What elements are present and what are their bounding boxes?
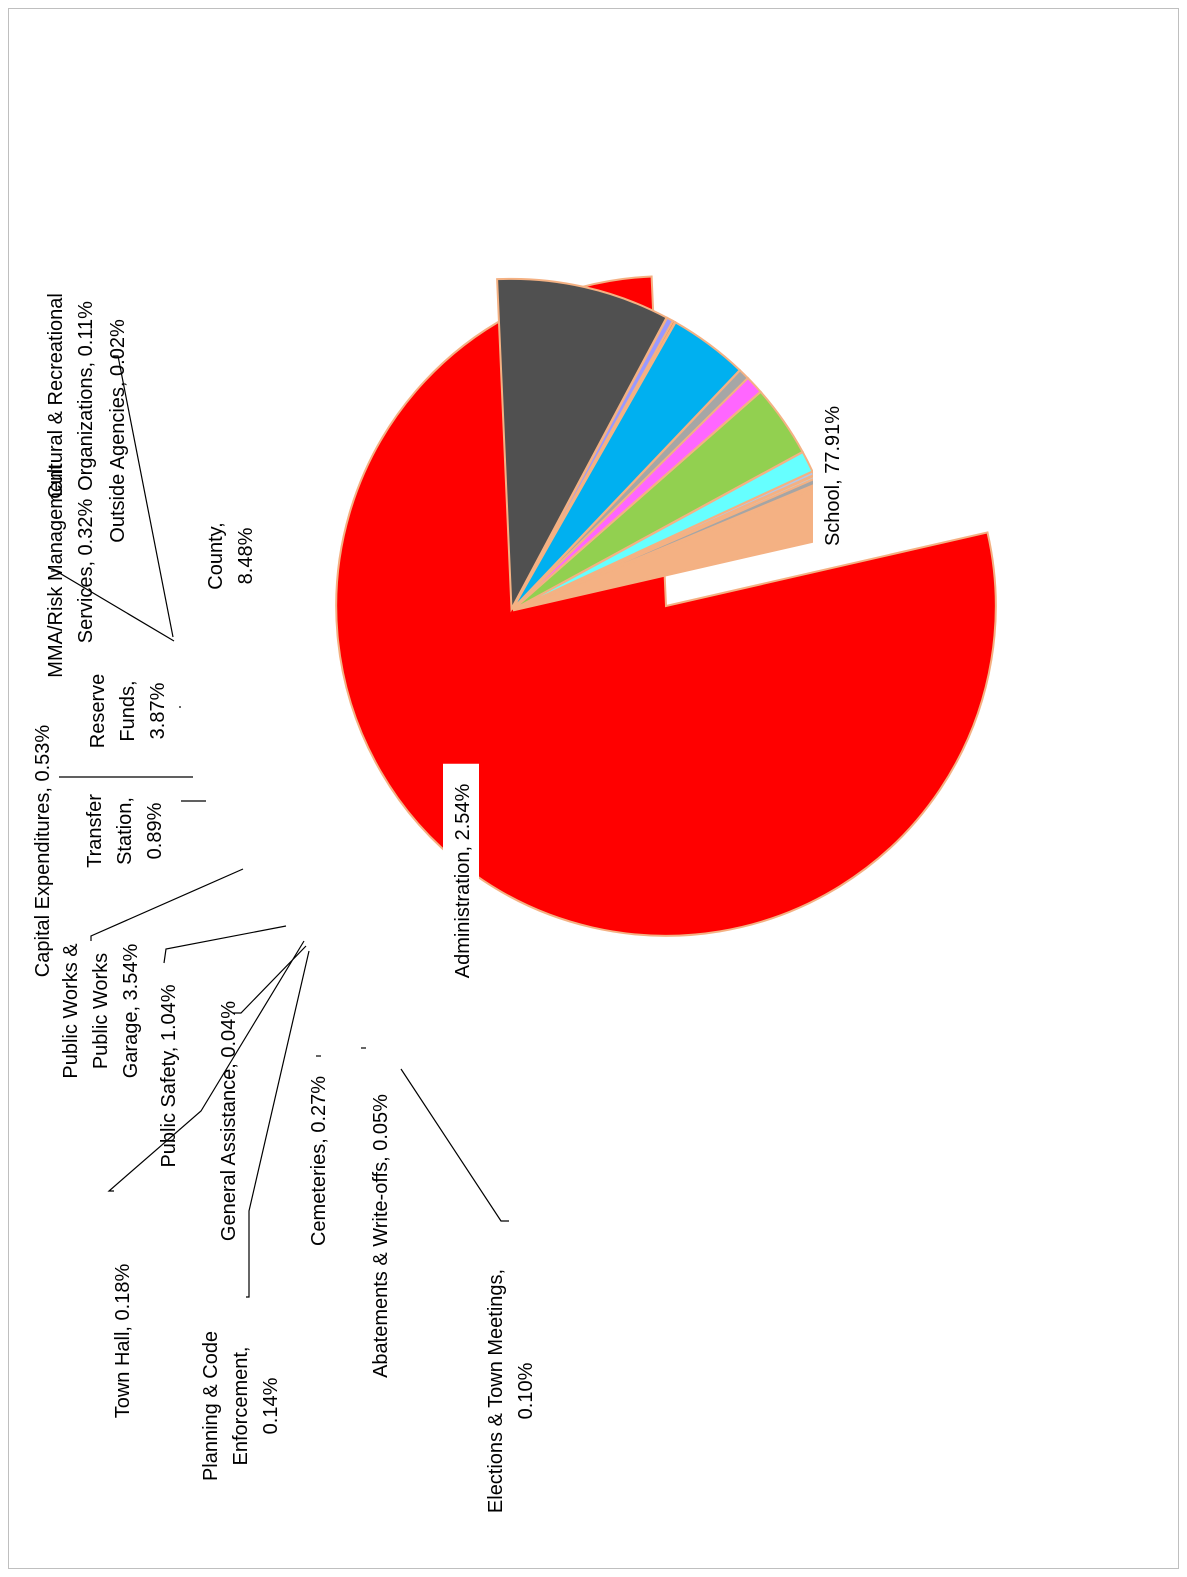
data-label-public-works-public-works-garage-line-2: Public Works xyxy=(90,953,112,1069)
data-label-town-hall: Town Hall, 0.18% xyxy=(112,1264,134,1419)
label-cultural-recreational-organizations: Cultural & Recreational Organizations, 0.… xyxy=(45,293,97,499)
data-label-capital-expenditures: Capital Expenditures, 0.53% xyxy=(32,725,54,978)
label-public-safety: Public Safety, 1.04% xyxy=(158,984,180,1167)
leader-public-works-public-works-garage xyxy=(90,868,244,941)
label-box-school xyxy=(813,395,849,557)
data-label-school: School, 77.91% xyxy=(822,406,844,546)
data-label-planning-code-enforcement-line-2: Enforcement, xyxy=(230,1347,252,1466)
label-cemeteries: Cemeteries, 0.27% xyxy=(308,1076,330,1246)
label-town-hall: Town Hall, 0.18% xyxy=(112,1264,134,1419)
data-label-abatements-write-offs: Abatements & Write-offs, 0.05% xyxy=(370,1094,392,1378)
data-label-reserve-funds-line-1: Reserve xyxy=(87,674,109,748)
data-label-reserve-funds-line-3: 3.87% xyxy=(147,682,169,739)
data-label-planning-code-enforcement-line-1: Planning & Code xyxy=(200,1331,222,1481)
leader-elections-town-meetings xyxy=(400,1068,509,1222)
data-label-transfer-station-line-3: 0.89% xyxy=(144,802,166,859)
label-mma-risk-management-services: MMA/Risk Management Services, 0.32% xyxy=(45,464,97,678)
data-label-public-works-public-works-garage-line-1: Public Works & xyxy=(60,943,82,1079)
label-county: County, 8.48% xyxy=(196,512,262,600)
label-school: School, 77.91% xyxy=(813,395,849,557)
pie-slices xyxy=(335,275,997,937)
data-label-planning-code-enforcement-line-3: 0.14% xyxy=(260,1377,282,1434)
data-label-county-line-2: 8.48% xyxy=(235,527,257,584)
label-public-works-public-works-garage: Public Works & Public Works Garage, 3.54% xyxy=(60,943,142,1079)
label-transfer-station: Transfer Station, 0.89% xyxy=(84,794,166,868)
leader-outside-agencies xyxy=(113,355,174,638)
label-administration: Administration, 2.54% xyxy=(443,763,479,999)
label-reserve-funds: Reserve Funds, 3.87% xyxy=(87,674,169,748)
data-label-elections-town-meetings-line-1: Elections & Town Meetings, xyxy=(485,1269,507,1513)
label-outside-agencies: Outside Agencies, 0.02% xyxy=(107,319,129,543)
data-label-transfer-station-line-1: Transfer xyxy=(84,794,106,868)
data-label-elections-town-meetings-line-2: 0.10% xyxy=(515,1362,537,1419)
label-planning-code-enforcement: Planning & Code Enforcement, 0.14% xyxy=(200,1331,282,1481)
data-label-mma-risk-management-services-line-1: MMA/Risk Management xyxy=(45,464,67,678)
data-label-cemeteries: Cemeteries, 0.27% xyxy=(308,1076,330,1246)
label-box-administration xyxy=(443,763,479,999)
label-box-county xyxy=(196,512,262,600)
data-label-cultural-recreational-organizations-line-1: Cultural & Recreational xyxy=(45,293,67,499)
label-capital-expenditures: Capital Expenditures, 0.53% xyxy=(32,725,54,978)
data-label-reserve-funds-line-2: Funds, xyxy=(117,680,139,741)
pie-chart: School, 77.91% Administration, 2.54% Elect… xyxy=(32,275,997,1513)
data-label-administration: Administration, 2.54% xyxy=(452,784,474,979)
data-label-cultural-recreational-organizations-line-2: Organizations, 0.11% xyxy=(75,301,97,491)
data-label-public-safety: Public Safety, 1.04% xyxy=(158,984,180,1167)
label-elections-town-meetings: Elections & Town Meetings, 0.10% xyxy=(485,1269,537,1513)
slice-county xyxy=(496,277,668,613)
leader-mma-risk-management-services xyxy=(51,570,175,642)
leader-planning-code-enforcement xyxy=(246,950,310,1298)
label-abatements-write-offs: Abatements & Write-offs, 0.05% xyxy=(370,1094,392,1378)
leader-general-assistance xyxy=(233,945,307,1014)
data-label-mma-risk-management-services-line-2: Services, 0.32% xyxy=(75,499,97,644)
data-label-general-assistance: General Assistance, 0.04% xyxy=(218,1001,240,1241)
data-label-county-line-1: County, xyxy=(205,522,227,589)
leader-lines xyxy=(51,355,509,1298)
label-general-assistance: General Assistance, 0.04% xyxy=(218,1001,240,1241)
data-label-outside-agencies: Outside Agencies, 0.02% xyxy=(107,319,129,543)
data-label-public-works-public-works-garage-line-3: Garage, 3.54% xyxy=(120,944,142,1079)
data-labels: School, 77.91% Administration, 2.54% Elect… xyxy=(32,293,849,1513)
leader-public-safety xyxy=(163,925,287,964)
data-label-transfer-station-line-2: Station, xyxy=(114,797,136,865)
chart-frame: School, 77.91% Administration, 2.54% Elect… xyxy=(8,8,1179,1569)
leader-town-hall xyxy=(107,940,305,1192)
